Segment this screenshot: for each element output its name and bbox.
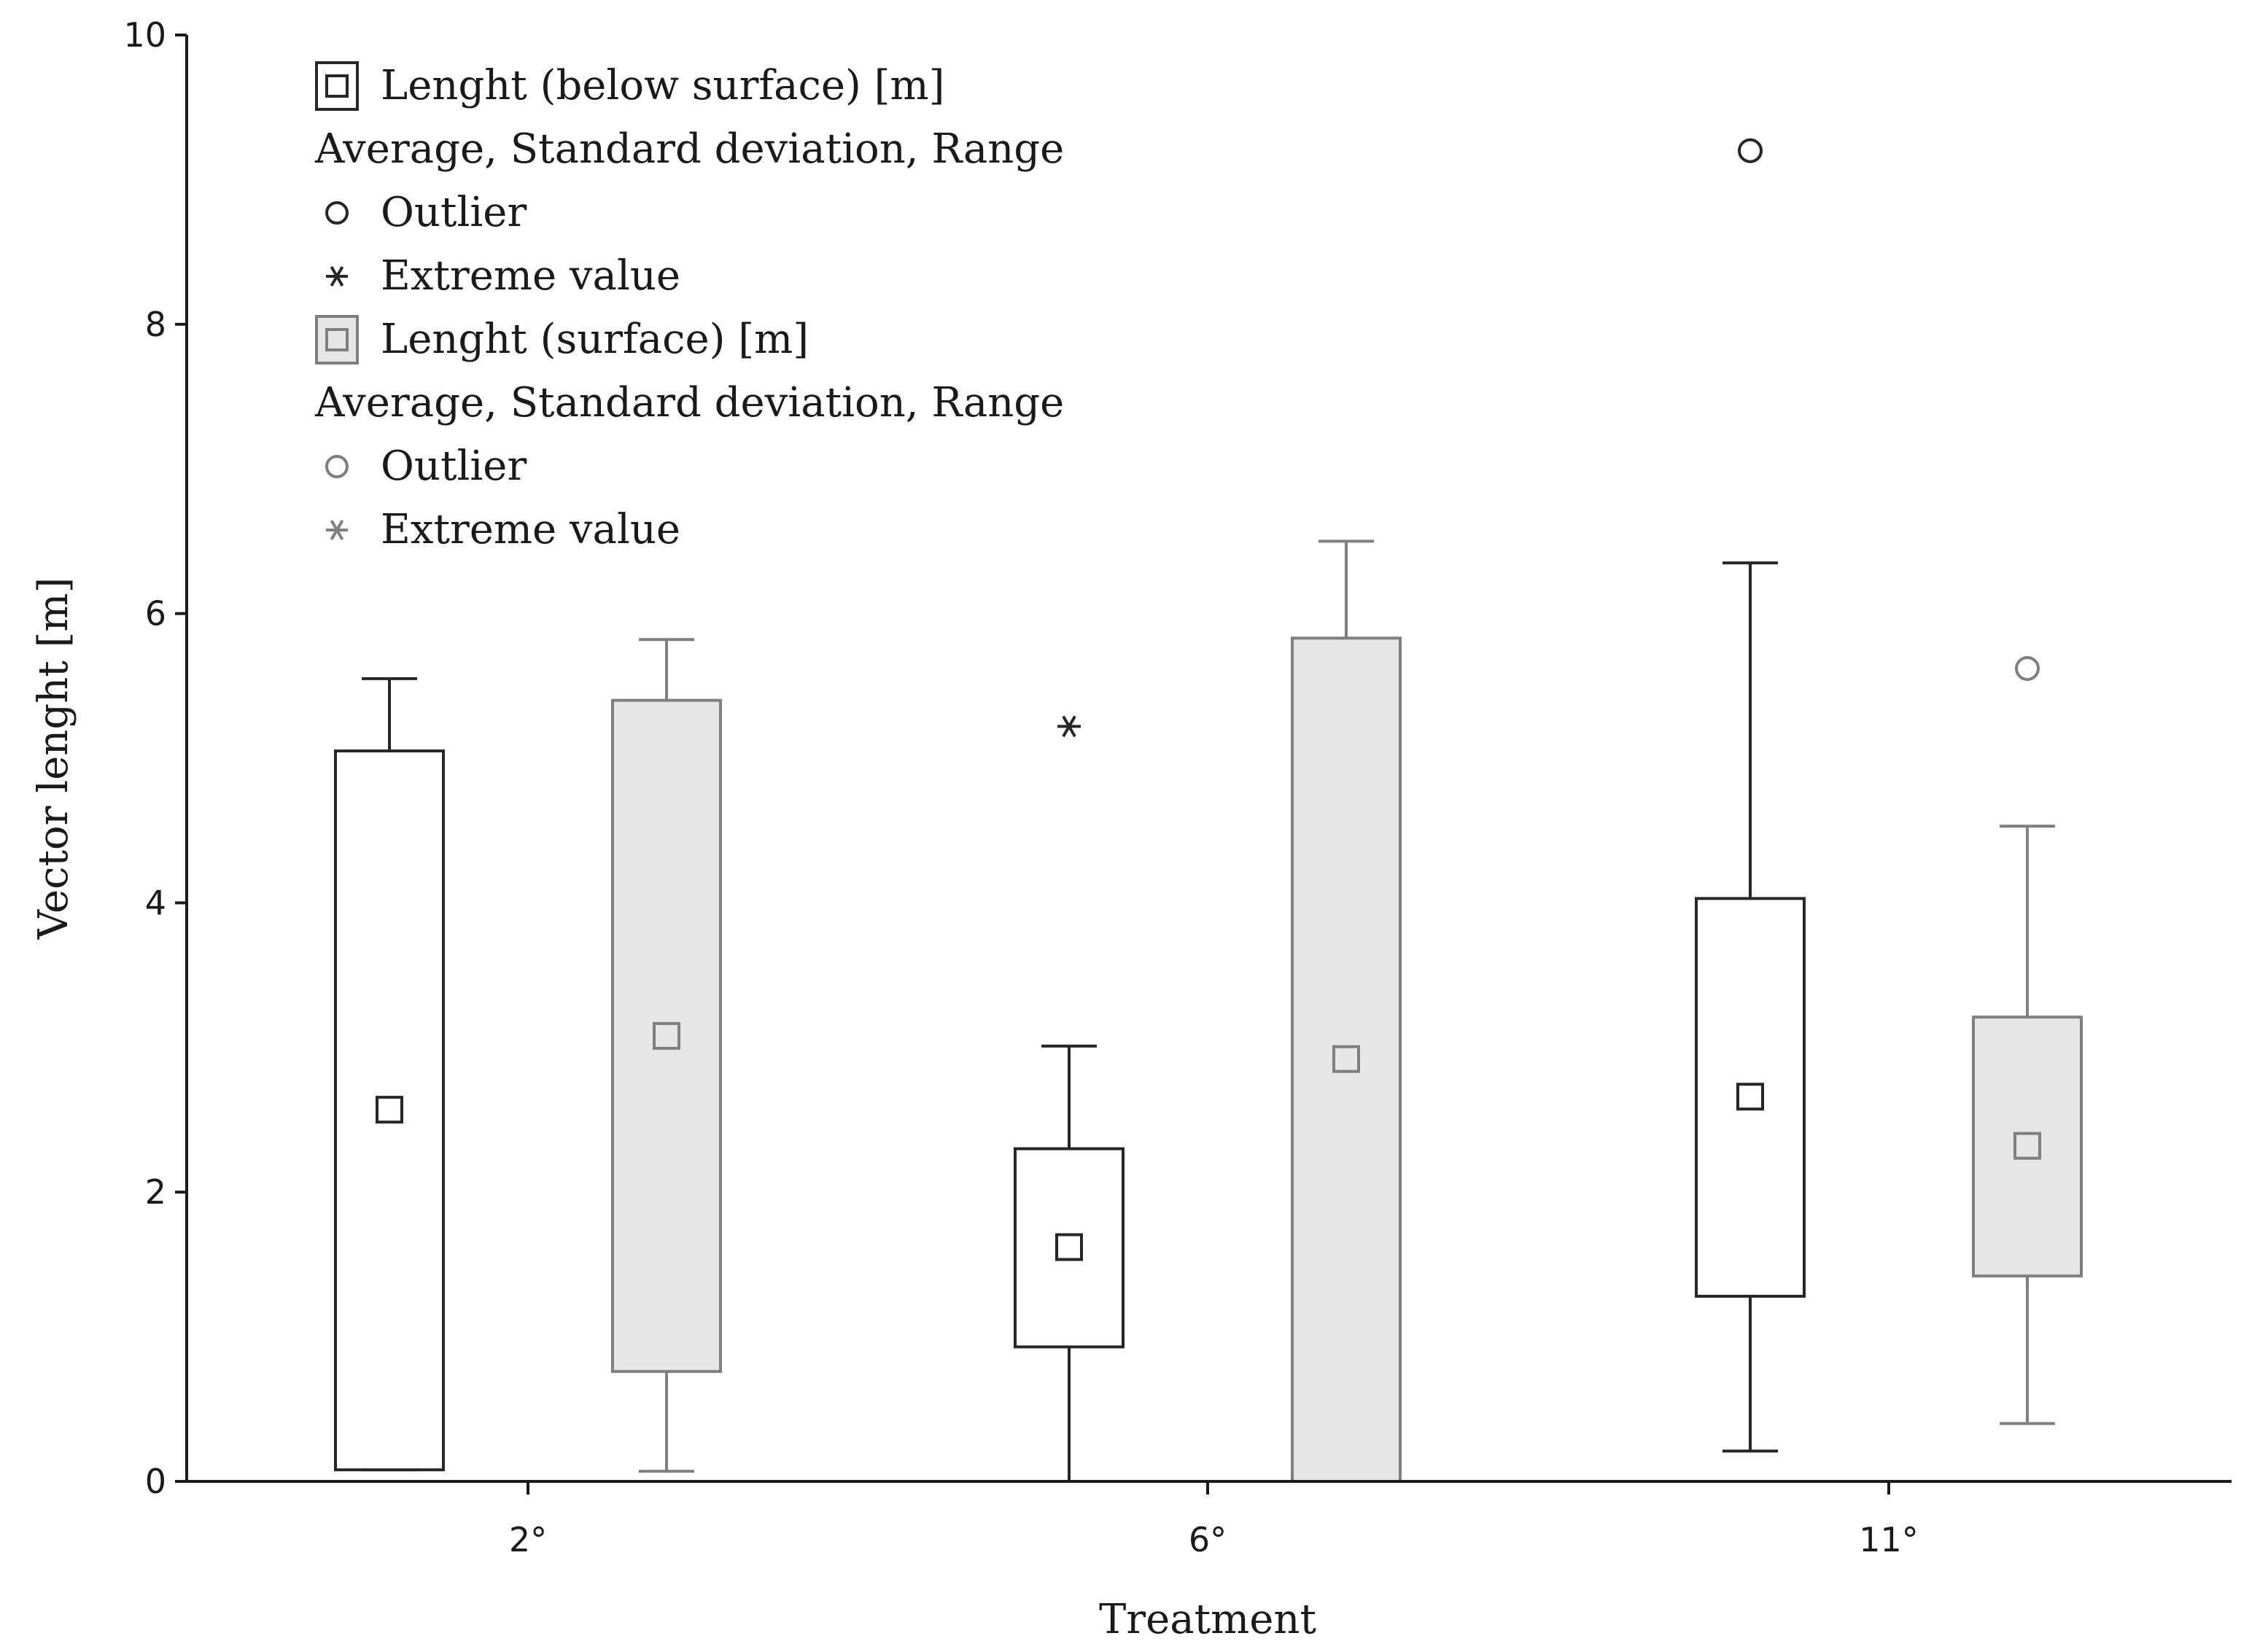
legend-extreme-symbol [326,266,348,287]
box-surface-2 [1972,825,2083,1425]
legend-label: Extreme value [381,506,680,553]
legend-item: Lenght (below surface) [m] [315,61,944,111]
box-surface-0 [611,638,722,1473]
legend-extreme-symbol [326,520,348,540]
mean-marker [1332,1045,1360,1073]
x-tick-label: 6° [1189,1520,1227,1559]
x-tick-label: 2° [509,1520,547,1559]
mean-marker [2013,1131,2041,1160]
legend-label: Extreme value [381,252,680,300]
legend-item: Extreme value [326,506,680,553]
legend-item: Average, Standard deviation, Range [314,379,1064,426]
box-surface-1 [1291,539,1402,1483]
legend: Lenght (below surface) [m] Average, Stand… [314,61,1064,553]
box-below-surface-2 [1695,561,1806,1453]
legend-label: Average, Standard deviation, Range [314,125,1064,173]
legend-label: Lenght (below surface) [m] [381,62,944,109]
legend-outlier-symbol [325,455,349,478]
legend-item: Extreme value [326,252,680,300]
extreme-point [1057,715,1081,738]
legend-label: Outlier [381,443,527,490]
legend-box-symbol [315,315,359,365]
box-rect [1014,1147,1125,1349]
mean-marker [653,1021,680,1050]
outlier-point [2015,655,2040,681]
x-ticks: 2° 6° 11° [509,1481,1919,1559]
y-tick-label: 2 [145,1172,166,1212]
legend-label: Lenght (surface) [m] [381,316,809,363]
legend-mean-symbol [325,328,349,351]
legend-mean-symbol [325,74,349,98]
y-axis-title: Vector lenght [m] [30,577,77,940]
box-rect [1695,897,1806,1298]
legend-item: Lenght (surface) [m] [315,315,809,365]
y-tick-label: 6 [145,594,166,634]
legend-outlier-symbol [325,201,349,225]
legend-label: Average, Standard deviation, Range [314,379,1064,426]
mean-marker [1736,1083,1764,1111]
box-rect [1291,636,1402,1483]
y-tick-label: 4 [145,883,166,922]
x-tick-label: 11° [1859,1520,1919,1559]
outlier-point [1738,138,1763,163]
legend-item: Outlier [325,443,527,490]
box-below-surface-1 [1014,1044,1125,1481]
y-tick-label: 0 [145,1462,166,1501]
box-rect [1972,1016,2083,1278]
box-rect [611,698,722,1374]
x-axis-title: Treatment [1099,1596,1316,1643]
legend-label: Outlier [381,189,527,236]
plot-area [334,138,2083,1483]
mean-marker [376,1096,403,1124]
y-tick-label: 8 [145,305,166,344]
y-tick-label: 10 [123,15,166,55]
legend-item: Outlier [325,189,527,236]
mean-marker [1055,1233,1083,1261]
box-rect [334,749,445,1472]
y-ticks: 0 2 4 6 8 10 [123,15,187,1501]
box-below-surface-0 [334,677,445,1472]
legend-item: Average, Standard deviation, Range [314,125,1064,173]
legend-box-symbol [315,61,359,111]
